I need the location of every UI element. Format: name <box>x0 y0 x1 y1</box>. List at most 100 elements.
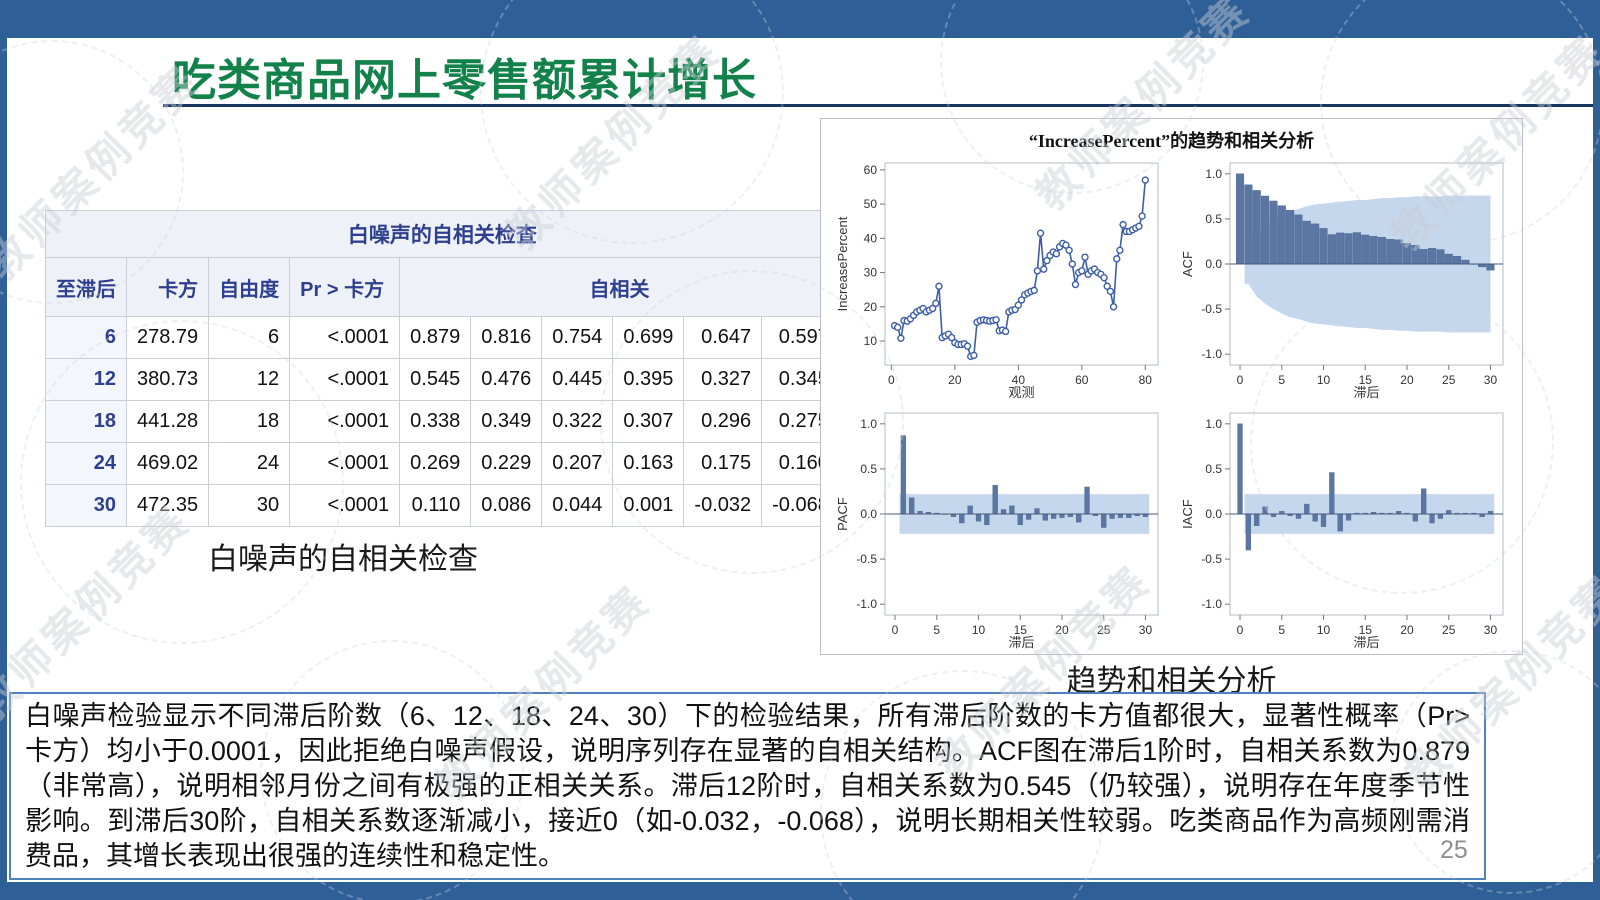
svg-text:0.0: 0.0 <box>1205 507 1222 521</box>
table-cell: 0.163 <box>612 442 685 485</box>
svg-text:5: 5 <box>1278 373 1285 387</box>
svg-text:IncreasePercent: IncreasePercent <box>835 216 850 311</box>
svg-text:-0.5: -0.5 <box>856 552 877 566</box>
svg-text:1.0: 1.0 <box>860 417 877 431</box>
svg-text:20: 20 <box>1400 373 1414 387</box>
table-cell: 0.207 <box>541 442 614 485</box>
svg-text:0: 0 <box>888 373 895 387</box>
table-row: 18 441.28 18 <.0001 0.338 0.349 0.322 0.307 0.29… <box>45 400 840 443</box>
svg-text:10: 10 <box>1317 373 1331 387</box>
svg-text:30: 30 <box>1484 373 1498 387</box>
table-cell: 0.110 <box>399 484 472 527</box>
row-header-lag: 12 <box>45 358 127 401</box>
table-cell: 0.338 <box>399 400 472 443</box>
svg-text:观测: 观测 <box>1008 385 1034 400</box>
table-row: 24 469.02 24 <.0001 0.269 0.229 0.207 0.163 0.17… <box>45 442 840 485</box>
table-cell: 469.02 <box>125 442 210 485</box>
table-cell: 278.79 <box>125 316 210 359</box>
table-cell: 0.647 <box>683 316 763 359</box>
table-cell: 0.545 <box>399 358 472 401</box>
table-cell: <.0001 <box>289 400 401 443</box>
row-header-lag: 24 <box>45 442 127 485</box>
svg-text:ACF: ACF <box>1180 251 1195 277</box>
svg-text:15: 15 <box>1359 373 1373 387</box>
table-cell: 0.044 <box>541 484 614 527</box>
panel-title: “IncreasePercent”的趋势和相关分析 <box>1028 131 1315 151</box>
svg-text:30: 30 <box>1139 623 1153 637</box>
svg-text:25: 25 <box>1097 623 1111 637</box>
svg-text:60: 60 <box>1075 373 1089 387</box>
top-accent-bar <box>0 0 1600 38</box>
table-row: 12 380.73 12 <.0001 0.545 0.476 0.445 0.395 0.32… <box>45 358 840 401</box>
analysis-paragraph: 白噪声检验显示不同滞后阶数（6、12、18、24、30）下的检验结果，所有滞后阶… <box>25 701 1470 871</box>
page-title: 吃类商品网上零售额累计增长 <box>172 56 757 105</box>
svg-text:-0.5: -0.5 <box>1201 552 1222 566</box>
iacf-plot: 0 5 10 15 20 25 30 -1.0 -0.5 0.0 0.5 1.0 滞后 IACF <box>1180 412 1504 650</box>
charts-grid: 0 20 40 60 80 10 20 30 40 50 60 观测 IncreasePercent 0… <box>833 155 1513 655</box>
svg-text:15: 15 <box>1359 623 1373 637</box>
pacf-plot: 0 5 10 15 20 25 30 -1.0 -0.5 0.0 0.5 1.0 滞后 PACF <box>835 412 1159 650</box>
analysis-text-box: 白噪声检验显示不同滞后阶数（6、12、18、24、30）下的检验结果，所有滞后阶… <box>9 692 1486 880</box>
svg-text:20: 20 <box>1400 623 1414 637</box>
svg-text:5: 5 <box>933 623 940 637</box>
table-cell: 0.322 <box>541 400 614 443</box>
svg-text:20: 20 <box>1055 623 1069 637</box>
table-cell: 0.476 <box>470 358 543 401</box>
table-cell: 0.307 <box>612 400 685 443</box>
column-header-lag: 至滞后 <box>45 257 127 317</box>
svg-text:20: 20 <box>864 300 878 314</box>
table-cell: 0.445 <box>541 358 614 401</box>
svg-text:0.5: 0.5 <box>860 462 877 476</box>
table-cell: 0.395 <box>612 358 685 401</box>
svg-text:0: 0 <box>892 623 899 637</box>
svg-text:-1.0: -1.0 <box>1201 597 1222 611</box>
svg-text:10: 10 <box>972 623 986 637</box>
svg-text:PACF: PACF <box>835 497 850 531</box>
table-cell: <.0001 <box>289 358 401 401</box>
svg-text:20: 20 <box>948 373 962 387</box>
table-cell: 30 <box>208 484 291 527</box>
table-row: 6 278.79 6 <.0001 0.879 0.816 0.754 0.699 0.647 0… <box>45 316 840 359</box>
table-cell: 0.699 <box>612 316 685 359</box>
table-cell: 0.754 <box>541 316 614 359</box>
right-accent-bar <box>1593 0 1600 900</box>
svg-text:40: 40 <box>1012 373 1026 387</box>
table-cell: 12 <box>208 358 291 401</box>
row-header-lag: 6 <box>45 316 127 359</box>
svg-text:60: 60 <box>864 163 878 177</box>
white-noise-check-table: 白噪声的自相关检查 至滞后 卡方 自由度 Pr > 卡方 自相关 6 278.79 6 <.000… <box>45 210 840 527</box>
table-cell: 6 <box>208 316 291 359</box>
svg-text:15: 15 <box>1014 623 1028 637</box>
table-cell: 0.175 <box>683 442 763 485</box>
row-header-lag: 30 <box>45 484 127 527</box>
left-accent-bar <box>0 0 7 900</box>
increase-percent-series-plot: 0 20 40 60 80 10 20 30 40 50 60 观测 IncreasePercent <box>835 162 1159 400</box>
svg-text:0.0: 0.0 <box>860 507 877 521</box>
svg-text:滞后: 滞后 <box>1353 635 1379 650</box>
svg-text:80: 80 <box>1139 373 1153 387</box>
table-cell: 18 <box>208 400 291 443</box>
svg-text:-1.0: -1.0 <box>1201 347 1222 361</box>
trend-correlation-panel: “IncreasePercent”的趋势和相关分析 0 20 40 60 80 10 20 3… <box>820 118 1523 655</box>
table-cell: 0.816 <box>470 316 543 359</box>
table-cell: 24 <box>208 442 291 485</box>
svg-text:0.5: 0.5 <box>1205 462 1222 476</box>
svg-text:滞后: 滞后 <box>1353 385 1379 400</box>
title-underline <box>163 104 1593 107</box>
table-cell: 0.296 <box>683 400 763 443</box>
table-cell: 0.327 <box>683 358 763 401</box>
bottom-accent-bar <box>0 882 1600 900</box>
svg-text:25: 25 <box>1442 373 1456 387</box>
svg-text:1.0: 1.0 <box>1205 417 1222 431</box>
table-cell: <.0001 <box>289 316 401 359</box>
svg-text:滞后: 滞后 <box>1008 635 1034 650</box>
svg-text:50: 50 <box>864 197 878 211</box>
svg-text:0: 0 <box>1237 373 1244 387</box>
table-caption: 白噪声的自相关检查 <box>208 543 478 576</box>
table-cell: 472.35 <box>125 484 210 527</box>
table-cell: -0.032 <box>683 484 763 527</box>
table-cell: 0.269 <box>399 442 472 485</box>
table-cell: 0.879 <box>399 316 472 359</box>
table-cell: 0.086 <box>470 484 543 527</box>
